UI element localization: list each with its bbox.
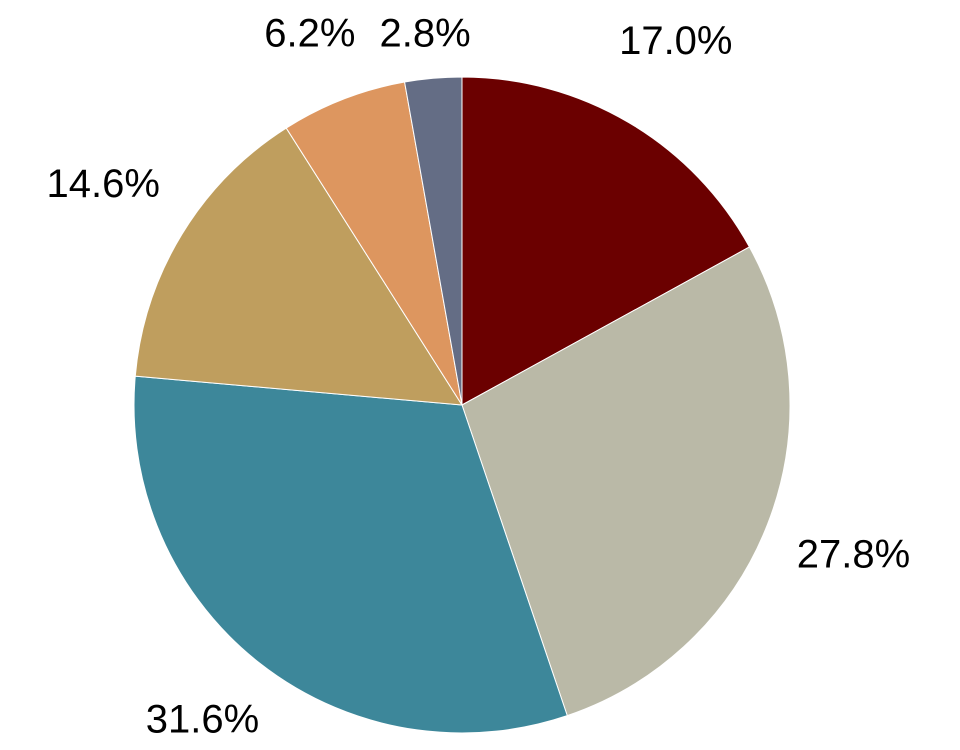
data-label: 27.8% (797, 533, 910, 577)
pie-slice (134, 127, 463, 406)
data-label: 2.8% (380, 12, 471, 56)
pie-slice (461, 246, 791, 717)
data-label: 17.0% (619, 19, 732, 63)
pie-slice (285, 81, 463, 406)
pie-slice (461, 76, 751, 406)
pie-slice (133, 375, 568, 734)
data-label: 6.2% (264, 12, 355, 56)
data-label: 14.6% (46, 162, 159, 206)
data-label: 31.6% (146, 698, 259, 742)
pie-slice (404, 76, 463, 406)
